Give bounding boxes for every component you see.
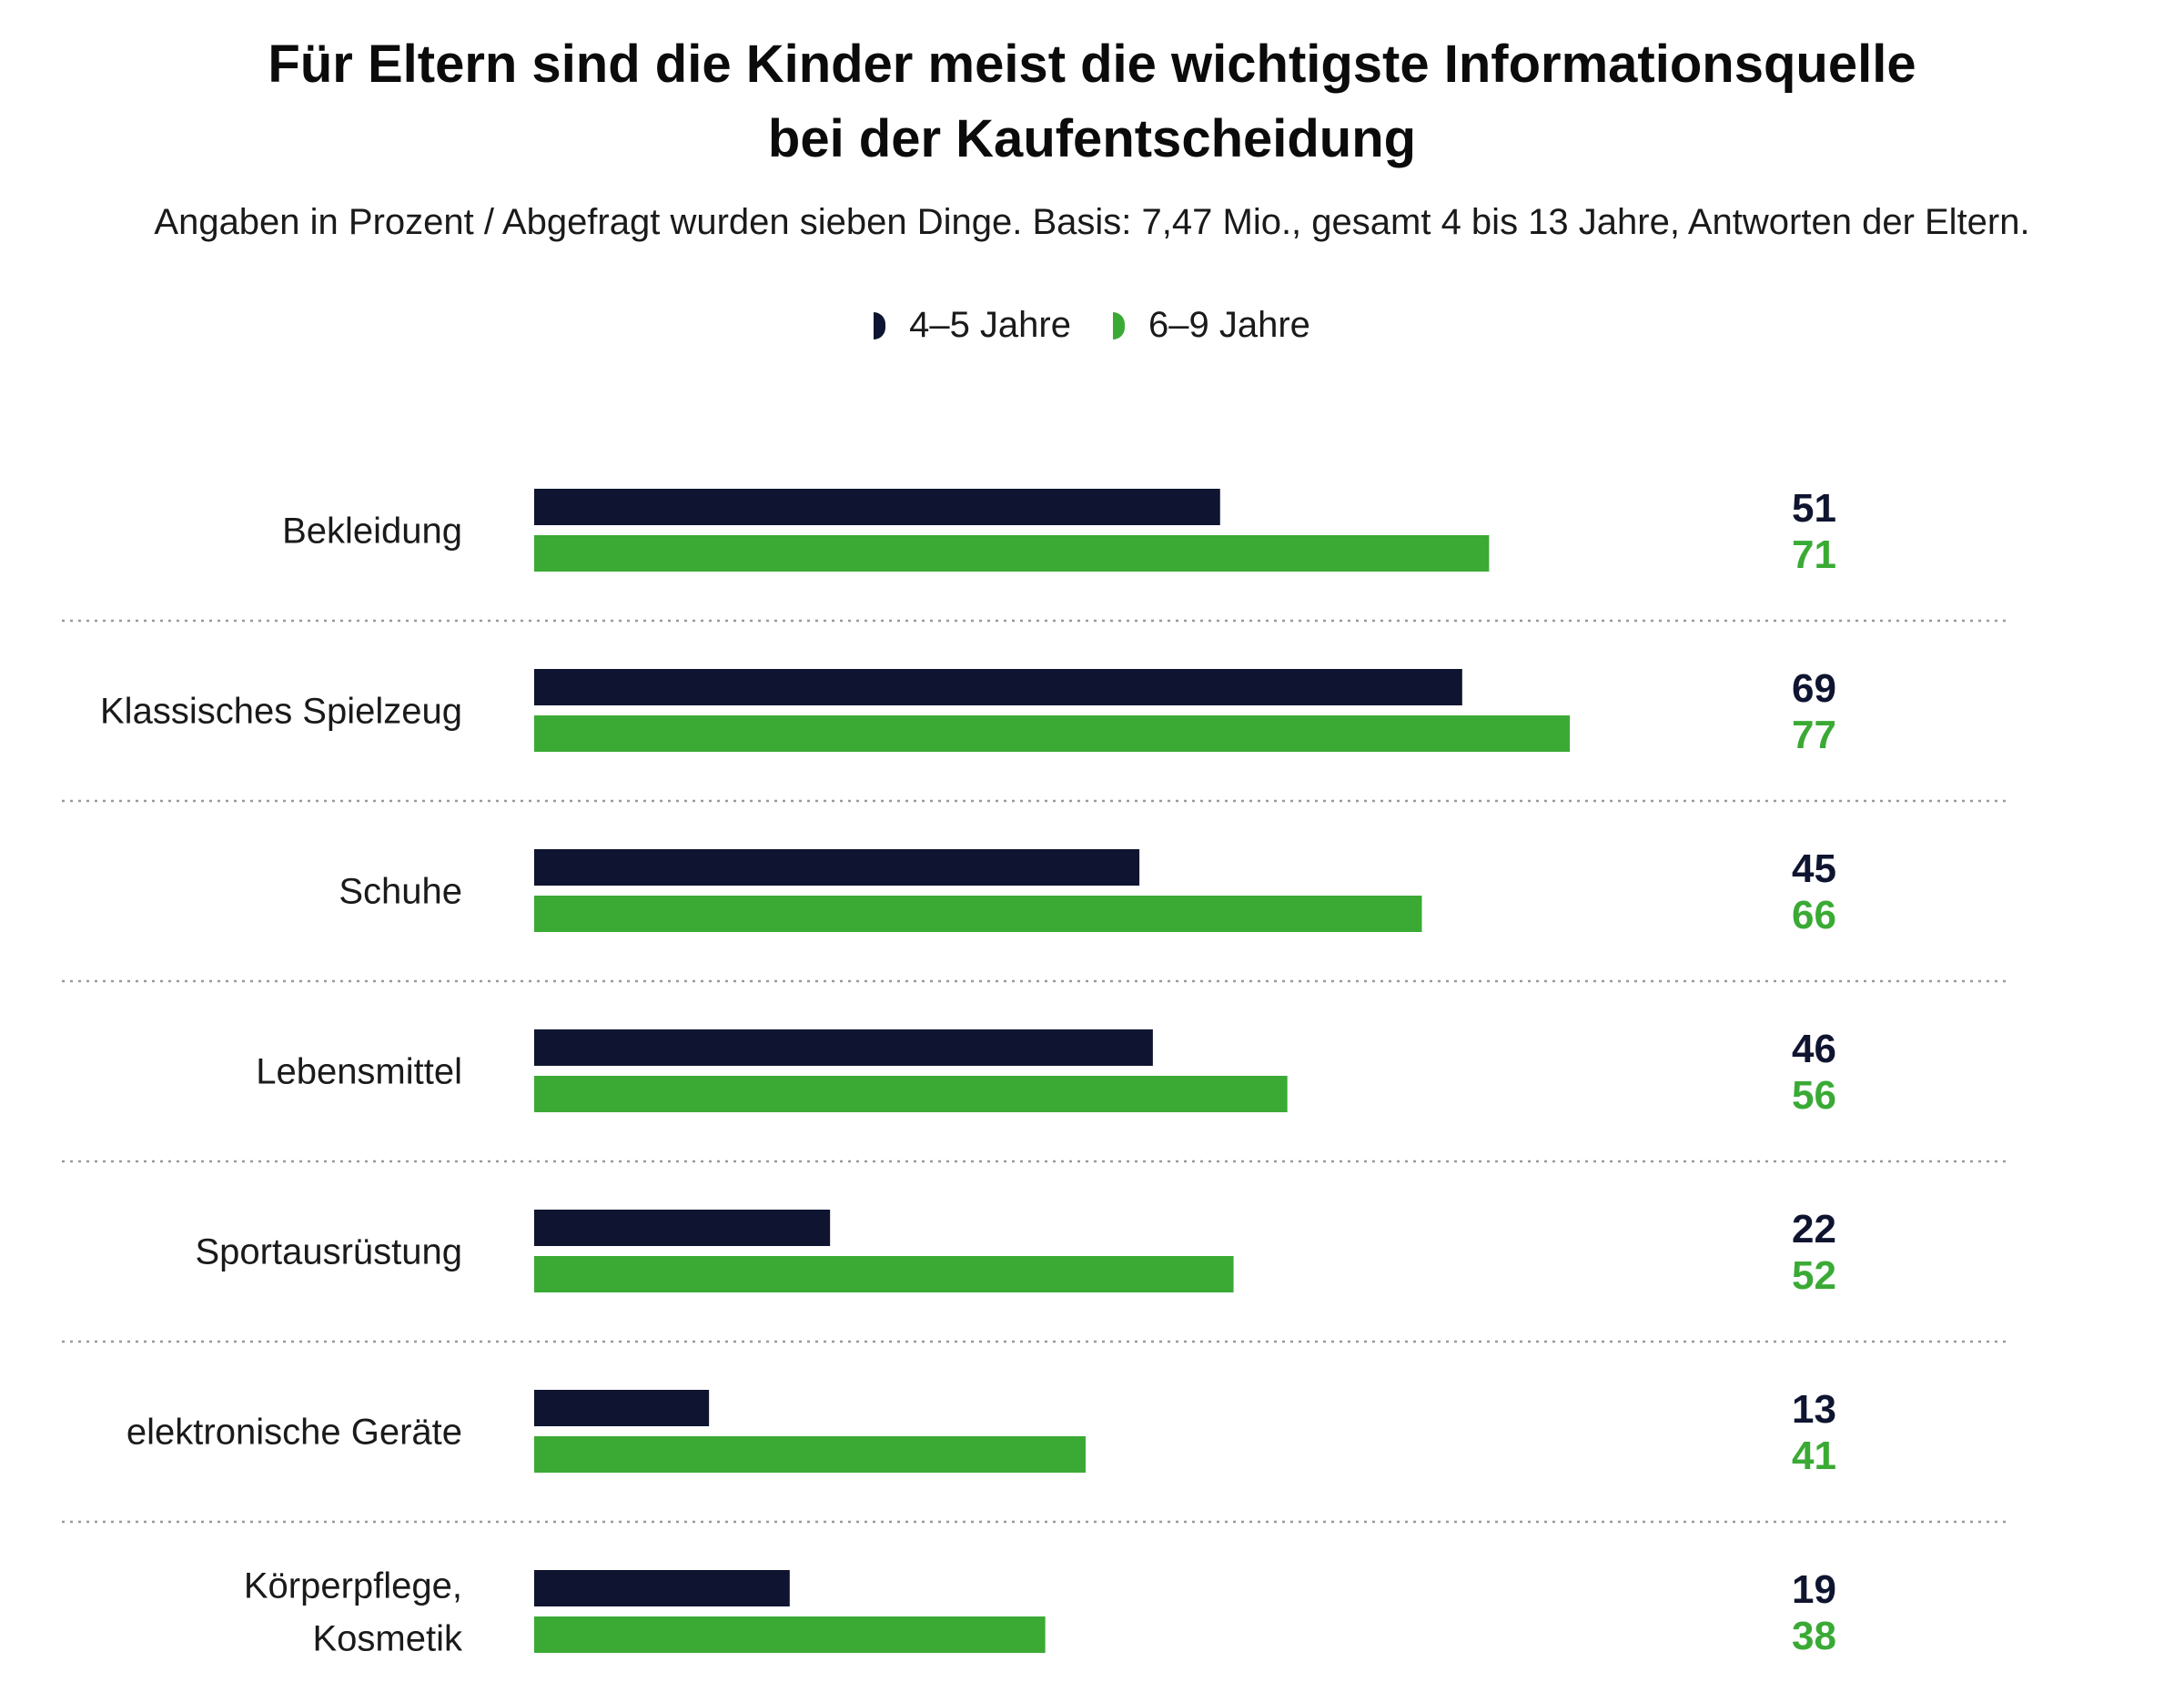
legend-item-4-5-jahre: 4–5 Jahre (874, 305, 1071, 346)
bar-klassisches-spielzeug-4-5-jahre (534, 669, 1462, 705)
value-label-koerperpflege-kosmetik-4-5-jahre: 19 (1792, 1567, 1836, 1612)
value-label-koerperpflege-kosmetik-6-9-jahre: 38 (1792, 1614, 1836, 1658)
value-label-klassisches-spielzeug-6-9-jahre: 77 (1792, 713, 1836, 757)
bar-bekleidung-4-5-jahre (534, 489, 1220, 525)
bar-koerperpflege-kosmetik-6-9-jahre (534, 1616, 1046, 1653)
category-label-lebensmittel: Lebensmittel (256, 1052, 462, 1092)
category-label-koerperpflege-kosmetik-line-1: Körperpflege, (244, 1566, 462, 1606)
category-label-klassisches-spielzeug: Klassisches Spielzeug (100, 692, 462, 732)
category-label-koerperpflege-kosmetik-line-2: Kosmetik (313, 1619, 463, 1659)
bar-lebensmittel-6-9-jahre (534, 1076, 1288, 1112)
bar-bekleidung-6-9-jahre (534, 535, 1490, 572)
value-label-klassisches-spielzeug-4-5-jahre: 69 (1792, 666, 1836, 711)
chart-subtitle: Angaben in Prozent / Abgefragt wurden si… (154, 202, 2030, 242)
bar-koerperpflege-kosmetik-4-5-jahre (534, 1570, 790, 1606)
bar-klassisches-spielzeug-6-9-jahre (534, 715, 1571, 752)
legend-label-4-5-jahre: 4–5 Jahre (909, 305, 1071, 345)
legend-label-6-9-jahre: 6–9 Jahre (1148, 305, 1310, 345)
value-label-schuhe-6-9-jahre: 66 (1792, 893, 1836, 937)
bar-sportausruestung-4-5-jahre (534, 1210, 831, 1246)
chart-title-line-1: Für Eltern sind die Kinder meist die wic… (268, 35, 1916, 94)
chart-legend: 4–5 Jahre 6–9 Jahre (0, 305, 2184, 346)
value-label-sportausruestung-6-9-jahre: 52 (1792, 1253, 1836, 1298)
bar-lebensmittel-4-5-jahre (534, 1029, 1153, 1066)
value-label-bekleidung-4-5-jahre: 51 (1792, 486, 1836, 531)
category-label-schuhe: Schuhe (339, 872, 462, 912)
bar-sportausruestung-6-9-jahre (534, 1256, 1234, 1292)
bar-elektronische-geraete-4-5-jahre (534, 1390, 710, 1426)
value-label-bekleidung-6-9-jahre: 71 (1792, 532, 1836, 577)
legend-item-6-9-jahre: 6–9 Jahre (1113, 305, 1310, 346)
category-label-elektronische-geraete: elektronische Geräte (126, 1413, 462, 1453)
legend-swatch-6-9-jahre (1113, 311, 1125, 339)
legend-swatch-4-5-jahre (874, 311, 886, 339)
bar-elektronische-geraete-6-9-jahre (534, 1436, 1086, 1473)
value-label-elektronische-geraete-6-9-jahre: 41 (1792, 1434, 1836, 1478)
value-label-elektronische-geraete-4-5-jahre: 13 (1792, 1387, 1836, 1432)
chart-title-line-2: bei der Kaufentscheidung (767, 109, 1417, 168)
value-label-sportausruestung-4-5-jahre: 22 (1792, 1207, 1836, 1251)
chart-title: Für Eltern sind die Kinder meist die wic… (0, 27, 2184, 177)
bar-schuhe-6-9-jahre (534, 896, 1422, 932)
category-label-bekleidung: Bekleidung (282, 512, 462, 552)
value-label-lebensmittel-4-5-jahre: 46 (1792, 1027, 1836, 1071)
bar-schuhe-4-5-jahre (534, 849, 1140, 886)
value-label-schuhe-4-5-jahre: 45 (1792, 846, 1836, 891)
value-label-lebensmittel-6-9-jahre: 56 (1792, 1073, 1836, 1118)
category-label-sportausruestung: Sportausrüstung (195, 1232, 462, 1272)
